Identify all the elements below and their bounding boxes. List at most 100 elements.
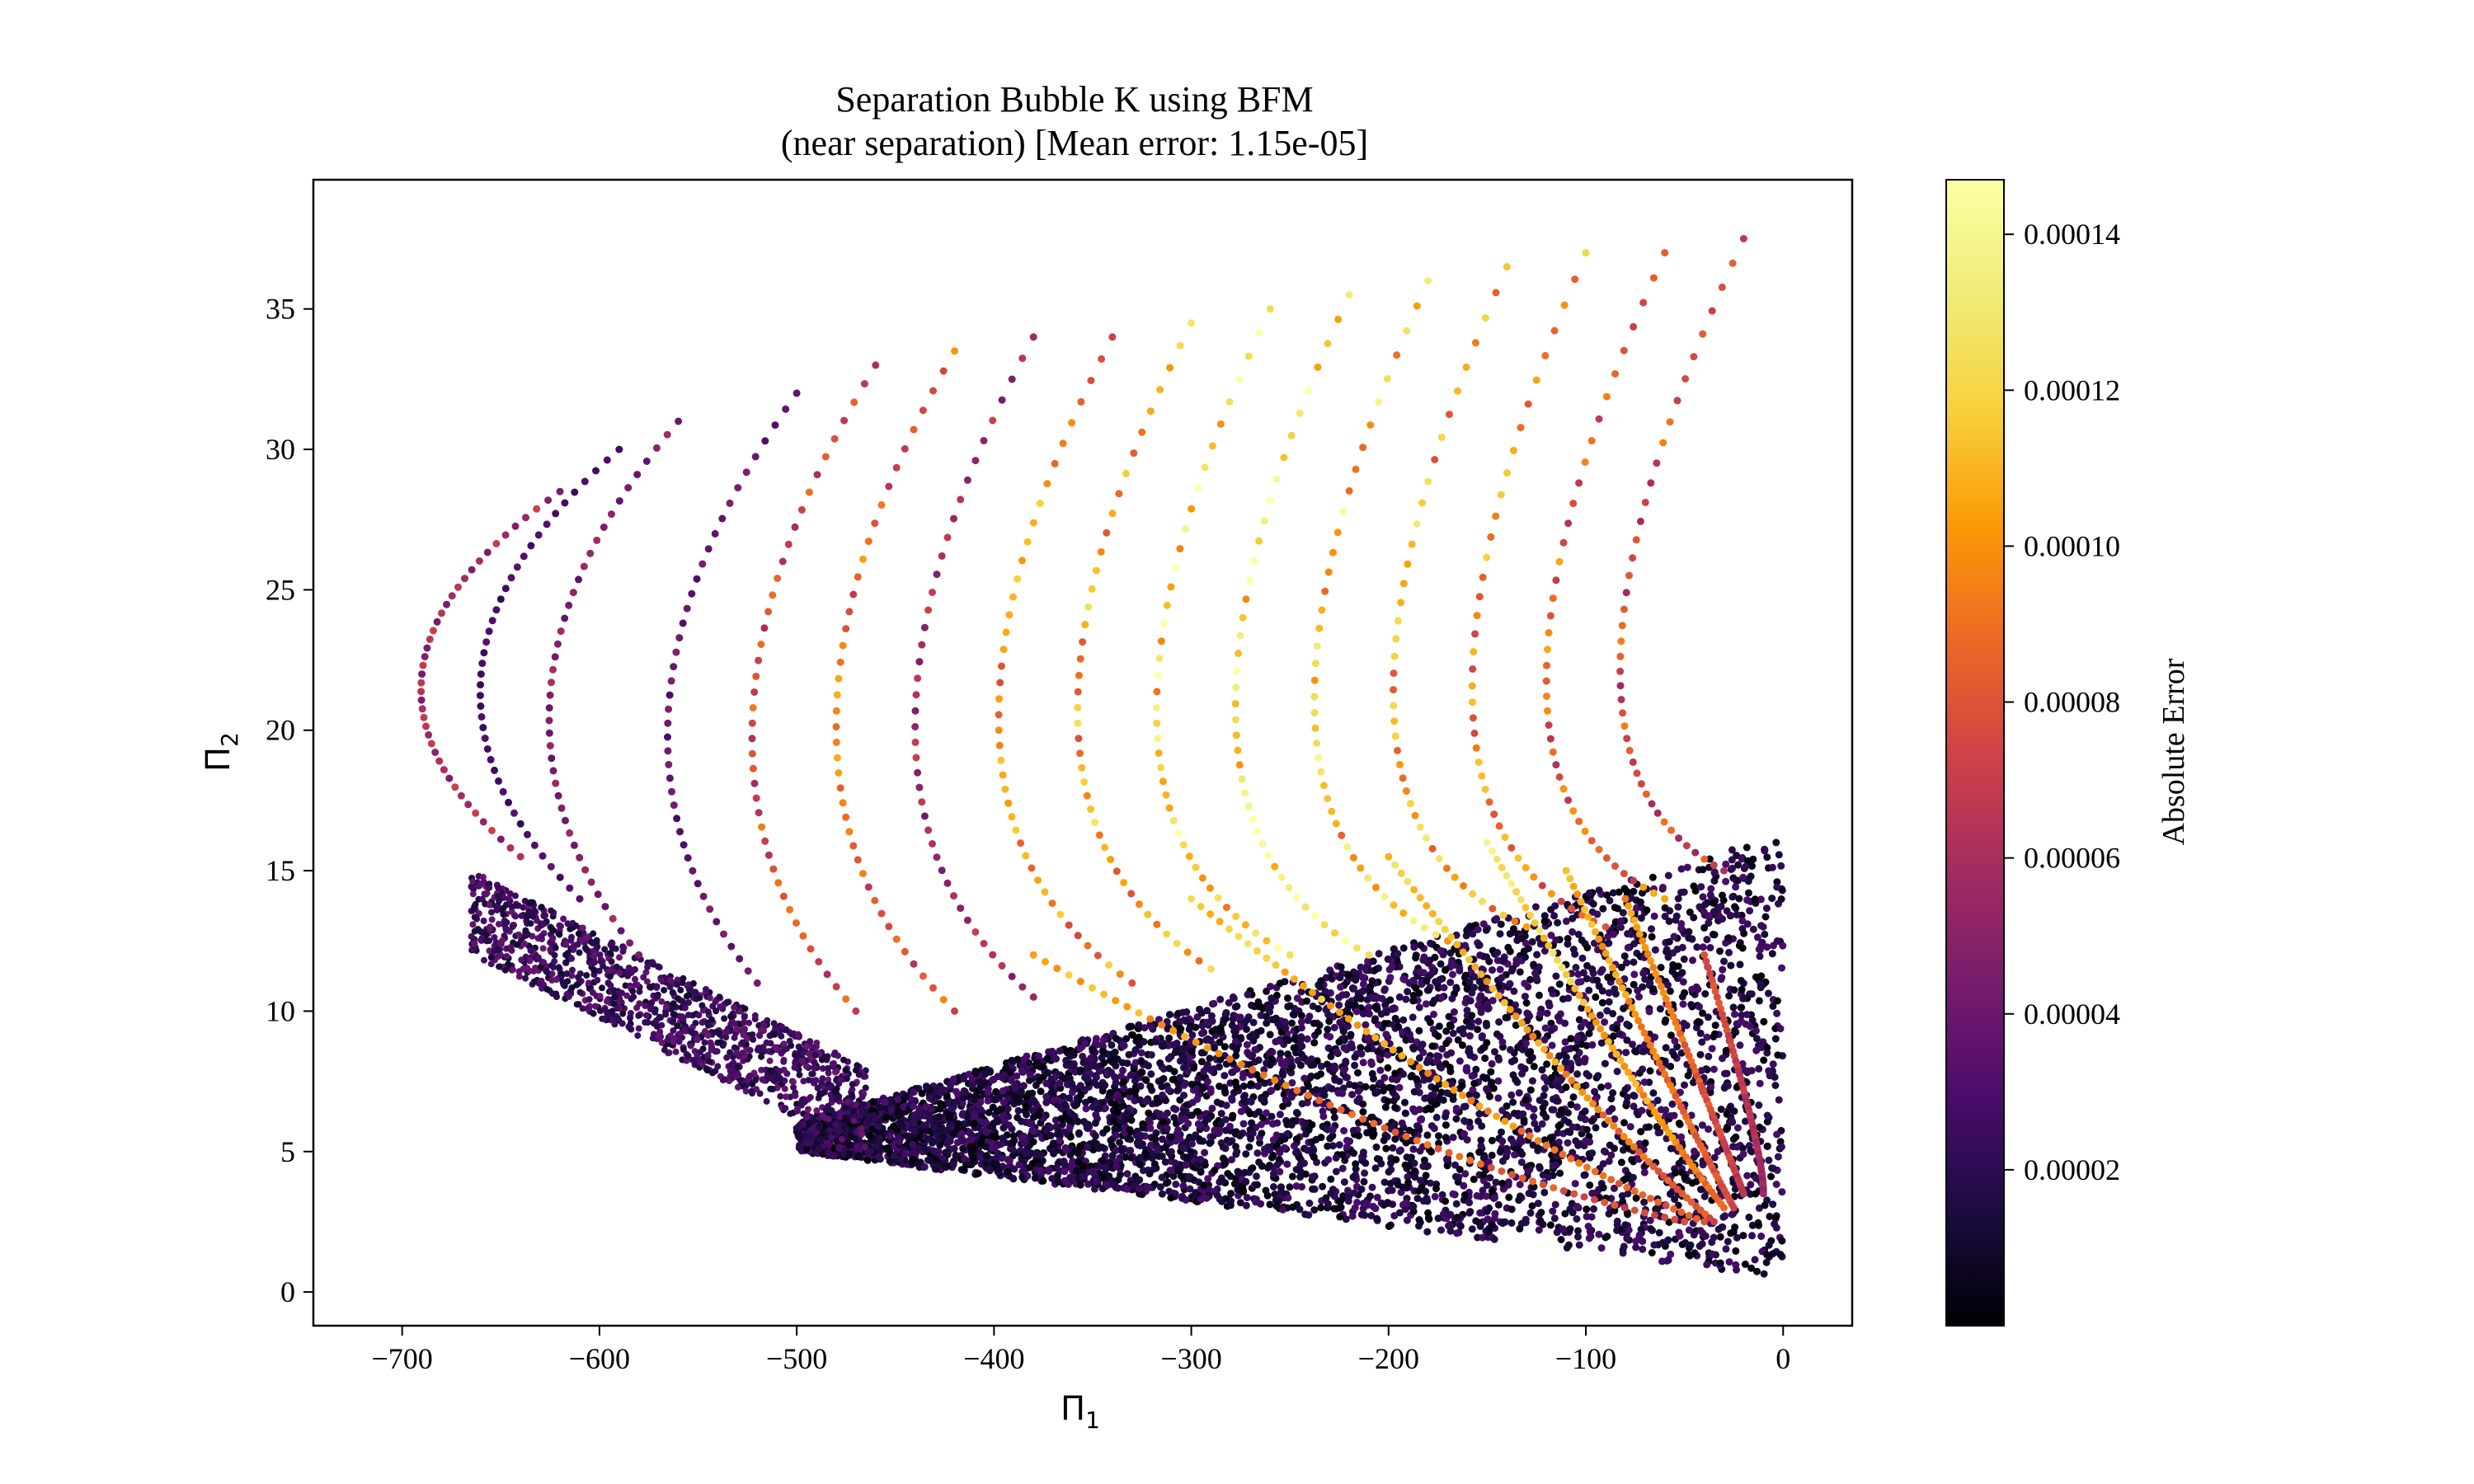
scatter-point — [1747, 1146, 1755, 1154]
scatter-point — [1744, 889, 1752, 897]
scatter-point — [1145, 1116, 1153, 1125]
scatter-point — [1292, 1182, 1300, 1190]
scatter-point — [1466, 1051, 1475, 1059]
scatter-point — [1677, 1133, 1686, 1141]
scatter-point — [1540, 918, 1549, 926]
scatter-point — [1228, 1094, 1236, 1102]
scatter-point — [957, 1166, 966, 1174]
scatter-point — [1744, 877, 1752, 885]
scatter-point — [1743, 896, 1752, 904]
scatter-point — [1599, 1184, 1607, 1192]
scatter-point — [1401, 1109, 1409, 1117]
scatter-point — [1014, 1098, 1023, 1106]
scatter-point — [1679, 978, 1687, 986]
scatter-point — [1776, 1025, 1785, 1033]
scatter-point — [1068, 1079, 1076, 1087]
scatter-point — [1762, 904, 1771, 913]
scatter-point — [1282, 1096, 1290, 1104]
scatter-point — [1597, 1039, 1606, 1047]
scatter-point — [1778, 1237, 1786, 1245]
scatter-point — [1239, 1069, 1247, 1078]
scatter-point — [1409, 997, 1418, 1005]
scatter-point — [1244, 991, 1252, 998]
scatter-point — [1390, 1212, 1399, 1220]
scatter-point — [1755, 997, 1763, 1005]
scatter-point — [910, 1119, 918, 1127]
scatter-point — [934, 1148, 942, 1157]
scatter-point — [1165, 1011, 1174, 1019]
scatter-point — [1552, 1097, 1560, 1105]
scatter-point — [1155, 1152, 1163, 1160]
scatter-point — [1288, 1172, 1296, 1181]
scatter-point — [1357, 963, 1365, 971]
scatter-point — [1439, 1096, 1447, 1104]
scatter-point — [1077, 1066, 1085, 1074]
scatter-point — [1519, 1045, 1526, 1053]
scatter-point — [1585, 986, 1593, 994]
scatter-point — [1101, 1163, 1109, 1172]
scatter-point — [1415, 989, 1423, 998]
scatter-point — [1473, 1191, 1481, 1200]
scatter-point — [1522, 999, 1531, 1007]
scatter-point — [1092, 1132, 1099, 1140]
scatter-point — [1384, 1064, 1392, 1072]
scatter-point — [1090, 1078, 1098, 1087]
scatter-point — [1243, 1026, 1250, 1033]
scatter-point — [1089, 1045, 1096, 1053]
scatter-point — [1743, 1011, 1751, 1019]
scatter-point — [1483, 1181, 1491, 1190]
scatter-point — [1725, 948, 1733, 956]
scatter-point — [1769, 1200, 1777, 1209]
scatter-point — [1765, 1241, 1773, 1249]
scatter-point — [1271, 1190, 1279, 1198]
scatter-point — [1257, 1026, 1265, 1035]
scatter-point — [939, 1133, 948, 1141]
scatter-point — [920, 1162, 929, 1171]
scatter-point — [1156, 1110, 1164, 1118]
scatter-point — [1604, 1082, 1612, 1090]
scatter-point — [1324, 1156, 1333, 1164]
scatter-point — [1442, 1040, 1451, 1047]
scatter-point — [1739, 994, 1747, 1002]
scatter-point — [1350, 984, 1358, 993]
scatter-point — [1198, 1030, 1206, 1037]
scatter-point — [1488, 1059, 1496, 1068]
scatter-point — [1042, 1098, 1051, 1106]
scatter-point — [1705, 912, 1713, 920]
scatter-point — [1308, 1138, 1316, 1146]
scatter-point — [922, 1145, 930, 1153]
scatter-point — [1665, 917, 1673, 925]
scatter-point — [1293, 994, 1301, 1003]
scatter-point — [1771, 1035, 1780, 1043]
scatter-point — [925, 1116, 934, 1124]
scatter-point — [1747, 1181, 1755, 1189]
scatter-point — [1705, 1052, 1713, 1060]
scatter-point — [1774, 1051, 1782, 1059]
scatter-point — [1466, 997, 1475, 1005]
scatter-point — [1452, 985, 1460, 993]
scatter-point — [1449, 970, 1456, 979]
scatter-point — [1290, 1011, 1298, 1019]
scatter-point — [1161, 1144, 1169, 1152]
scatter-point — [1009, 1146, 1017, 1154]
scatter-point — [1516, 1224, 1524, 1233]
scatter-point — [1348, 1091, 1357, 1099]
scatter-point — [1597, 1083, 1606, 1092]
scatter-point — [1475, 1017, 1483, 1026]
scatter-point — [1412, 954, 1420, 962]
scatter-point — [1353, 1097, 1362, 1105]
scatter-point — [1701, 1232, 1710, 1240]
scatter-point — [1463, 927, 1471, 935]
scatter-point — [983, 1152, 991, 1160]
scatter-point — [992, 1134, 1000, 1142]
scatter-point — [1484, 1215, 1492, 1223]
scatter-point — [1777, 862, 1785, 870]
scatter-point — [1179, 1054, 1188, 1062]
scatter-point — [1155, 1078, 1163, 1085]
scatter-point — [1658, 883, 1667, 891]
scatter-point — [1172, 1106, 1180, 1114]
scatter-point — [1286, 1183, 1294, 1191]
scatter-point — [1091, 1119, 1099, 1127]
scatter-point — [989, 1076, 996, 1084]
scatter-point — [1547, 1026, 1555, 1035]
